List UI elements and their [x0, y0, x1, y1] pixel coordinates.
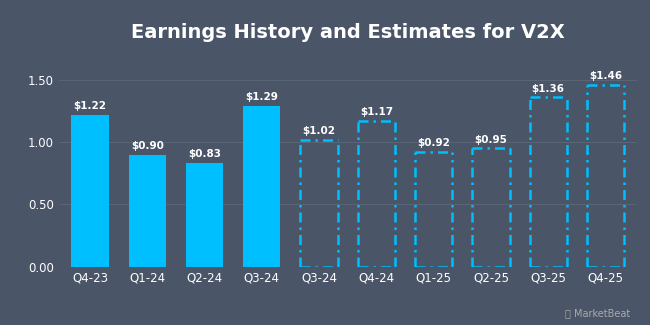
Title: Earnings History and Estimates for V2X: Earnings History and Estimates for V2X [131, 23, 565, 42]
Text: $0.95: $0.95 [474, 135, 508, 145]
Text: $1.46: $1.46 [589, 71, 622, 81]
Text: $0.90: $0.90 [131, 141, 164, 151]
Bar [129, 154, 166, 266]
Text: $1.29: $1.29 [246, 92, 278, 102]
Text: ⼿ MarketBeat: ⼿ MarketBeat [566, 308, 630, 318]
Bar [186, 163, 223, 266]
Text: $1.02: $1.02 [303, 126, 335, 136]
Text: $0.92: $0.92 [417, 138, 450, 148]
Bar [243, 106, 280, 266]
Text: $1.36: $1.36 [532, 84, 565, 94]
Text: $0.83: $0.83 [188, 150, 221, 160]
Text: $1.22: $1.22 [73, 101, 107, 111]
Bar [72, 115, 109, 266]
Text: $1.17: $1.17 [360, 107, 393, 117]
